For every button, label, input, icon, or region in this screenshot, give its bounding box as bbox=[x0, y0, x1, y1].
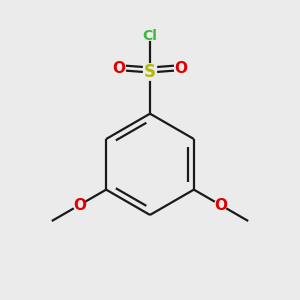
Text: O: O bbox=[113, 61, 126, 76]
Text: S: S bbox=[144, 63, 156, 81]
Text: O: O bbox=[73, 197, 86, 212]
Text: O: O bbox=[214, 197, 227, 212]
Text: Cl: Cl bbox=[142, 28, 158, 43]
Text: O: O bbox=[174, 61, 187, 76]
